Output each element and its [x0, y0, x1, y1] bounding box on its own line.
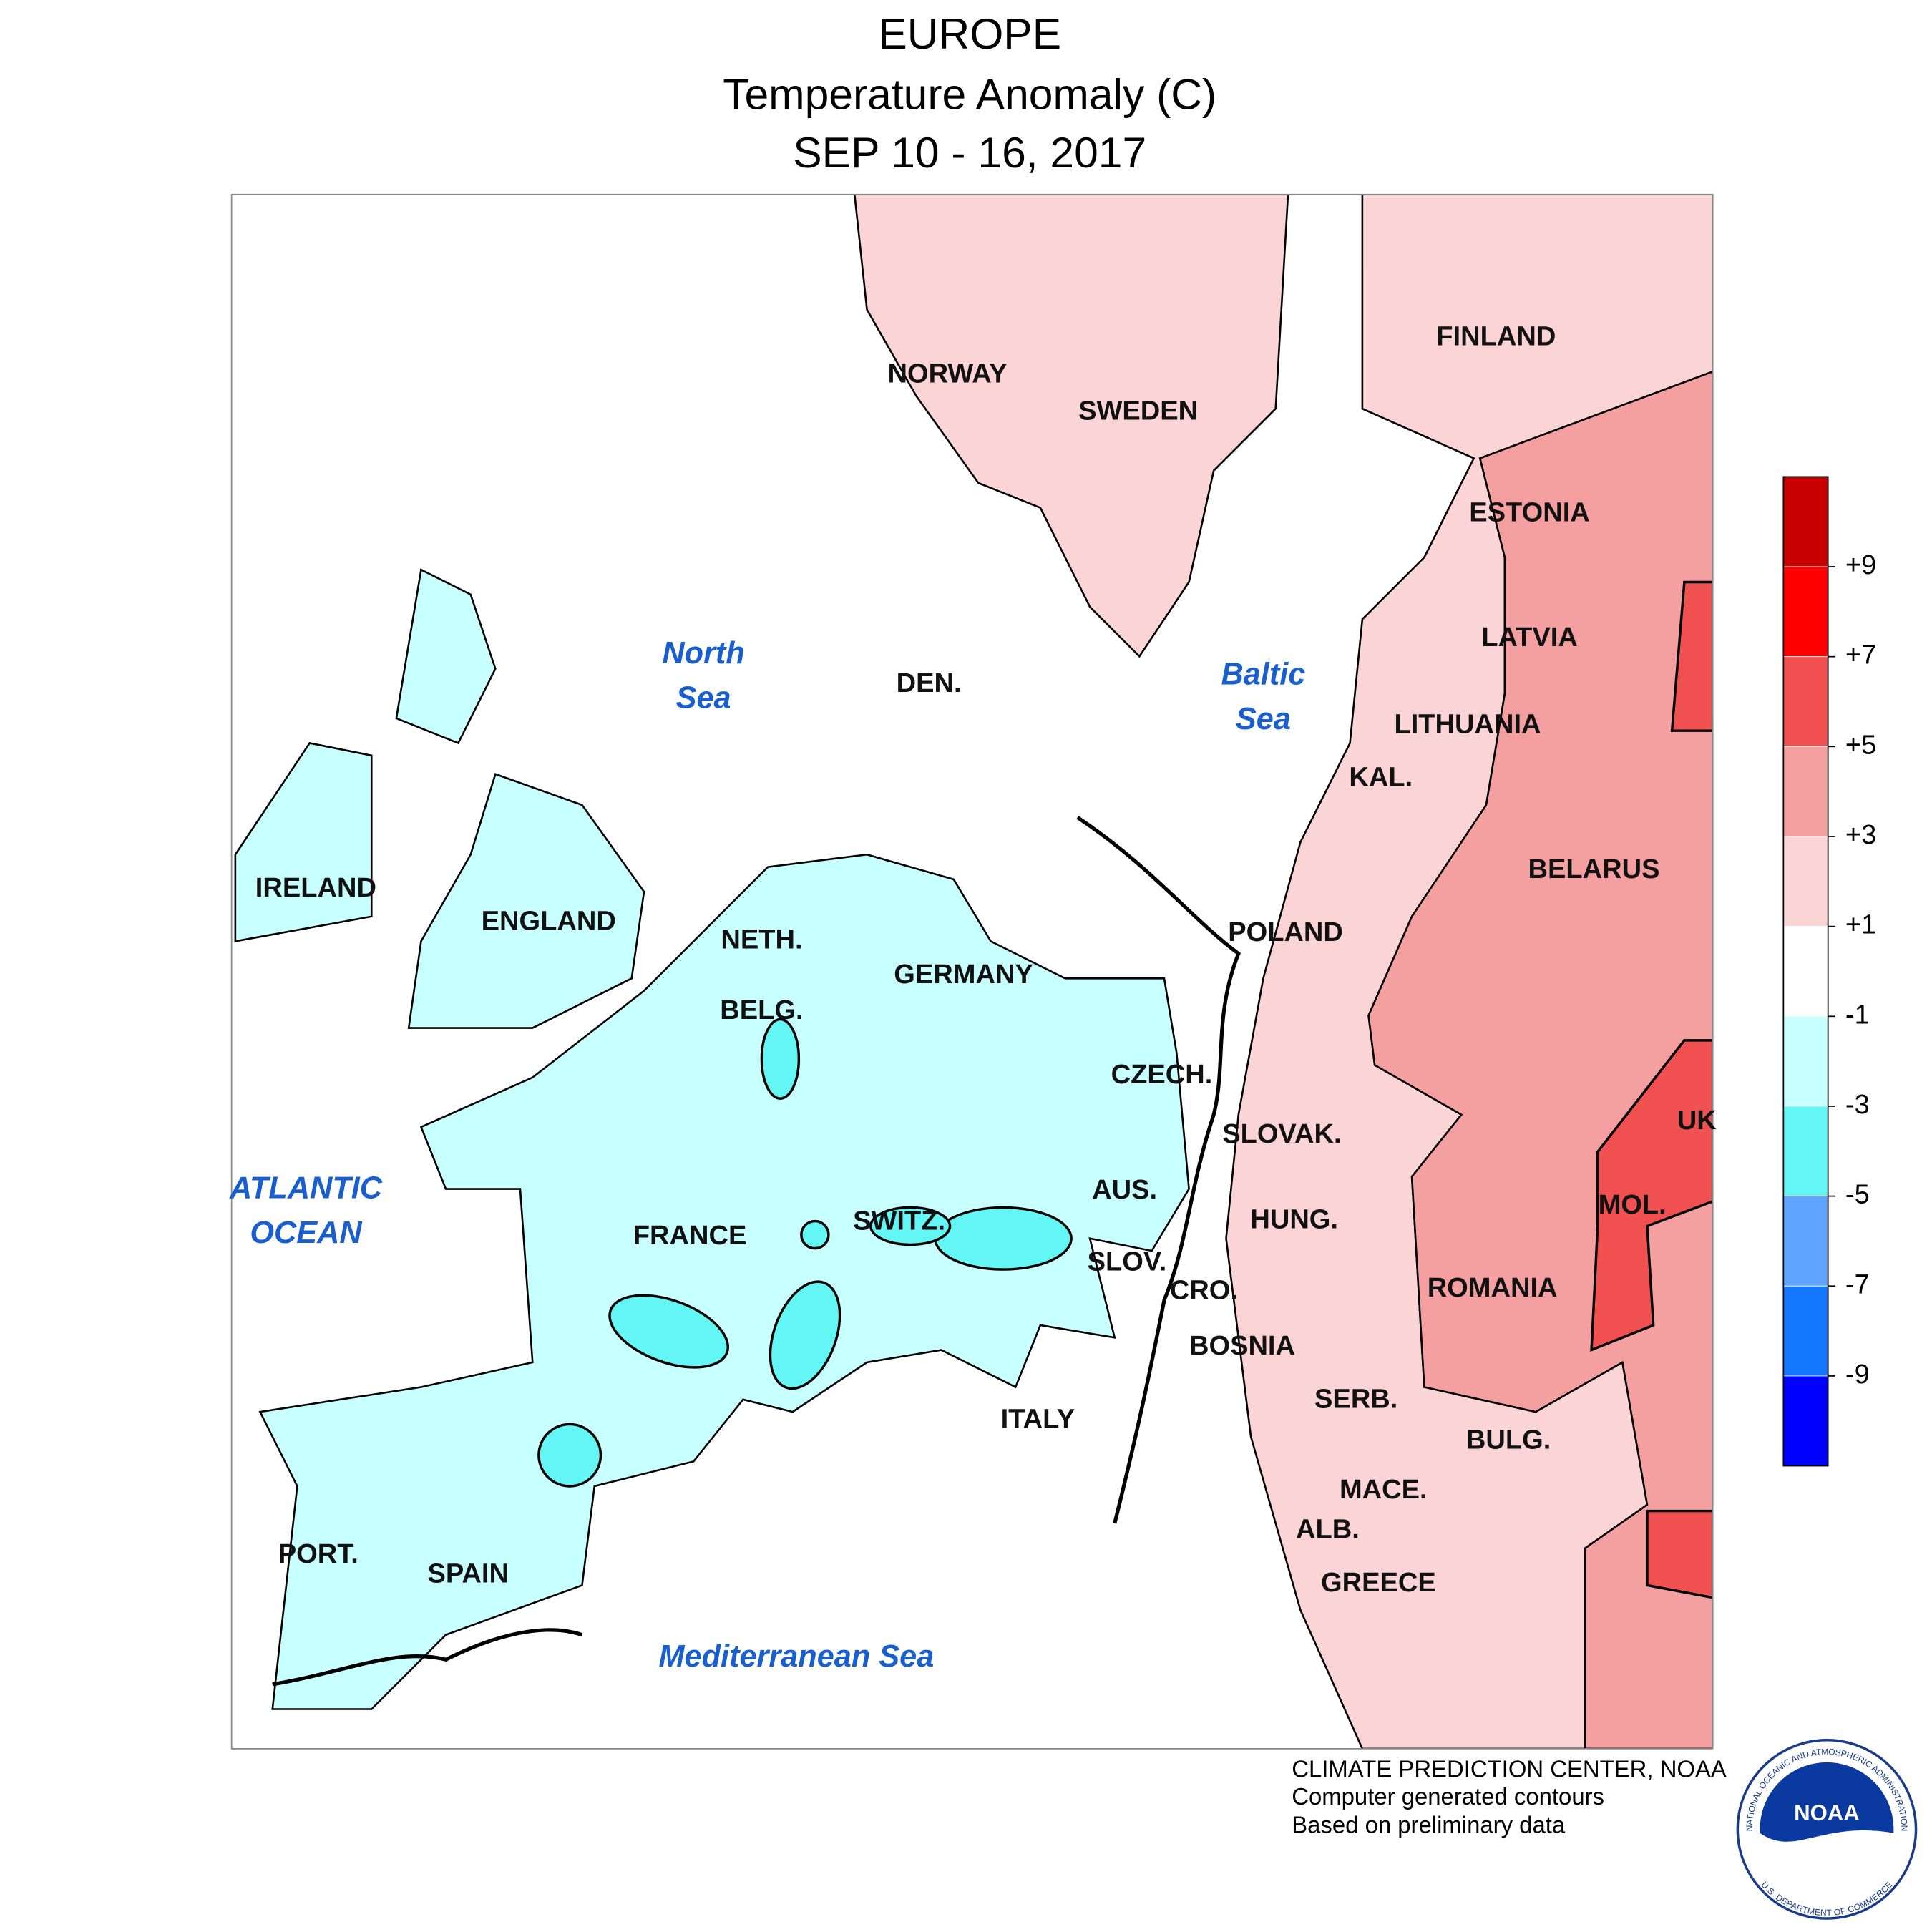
- legend-label: -5: [1845, 1180, 1870, 1210]
- country-label: SWITZ.: [853, 1206, 945, 1236]
- date: SEP 10 - 16, 2017: [793, 128, 1146, 177]
- cold-area: [934, 1206, 1073, 1271]
- legend-label: -1: [1845, 1000, 1870, 1030]
- sea-label: OCEAN: [250, 1216, 362, 1250]
- country-label: CZECH.: [1111, 1060, 1213, 1090]
- map-frame: [230, 193, 1714, 1750]
- legend-swatch: [1782, 926, 1829, 1017]
- cool-area: [258, 853, 1190, 1710]
- country-label: NETH.: [721, 924, 802, 955]
- legend-swatch: [1782, 476, 1829, 567]
- legend-label: -3: [1845, 1090, 1870, 1120]
- country-label: ROMANIA: [1428, 1273, 1558, 1303]
- country-labels: FINLAND NORWAY SWEDEN ESTONIA LATVIA LIT…: [255, 322, 1717, 1598]
- map: [231, 194, 1713, 1749]
- country-label: ESTONIA: [1469, 497, 1590, 527]
- legend-swatch: [1782, 1375, 1829, 1467]
- hot-area: [1670, 580, 1713, 732]
- country-label: SWEDEN: [1078, 396, 1198, 426]
- zero-contour: [1076, 816, 1241, 1524]
- country-label: GERMANY: [894, 960, 1033, 990]
- sea-label: Sea: [676, 680, 731, 715]
- country-label: DEN.: [897, 668, 962, 698]
- legend: +9 +7 +5 +3 +1 -1 -3 -5 -7 -9: [1782, 476, 1876, 1467]
- country-label: SLOV.: [1088, 1246, 1167, 1277]
- logo-bird: [1760, 1830, 1894, 1901]
- sea-label: Mediterranean Sea: [659, 1639, 935, 1674]
- sea-label: Baltic: [1221, 657, 1306, 691]
- legend-label: +3: [1845, 820, 1876, 850]
- country-label: ITALY: [1001, 1404, 1075, 1434]
- country-label: MACE.: [1340, 1475, 1428, 1505]
- legend-label: +1: [1845, 910, 1876, 940]
- country-label: CRO.: [1170, 1275, 1238, 1305]
- country-label: ALB.: [1296, 1514, 1360, 1544]
- country-label: BULG.: [1466, 1425, 1551, 1455]
- noaa-logo: NOAA NATIONAL OCEANIC AND ATMOSPHERIC AD…: [1736, 1739, 1918, 1920]
- legend-swatch: [1782, 1196, 1829, 1287]
- country-label: BELG.: [720, 995, 803, 1025]
- country-label: SLOVAK.: [1222, 1119, 1341, 1149]
- cold-area: [760, 1018, 801, 1100]
- warm-area: [1367, 370, 1713, 1749]
- legend-label: +7: [1845, 640, 1876, 670]
- country-label: MOL.: [1599, 1190, 1667, 1220]
- subtitle: Temperature Anomaly (C): [723, 70, 1216, 119]
- legend-swatch: [1782, 656, 1829, 747]
- country-label: LATVIA: [1481, 623, 1578, 653]
- credit: Based on preliminary data: [1292, 1812, 1566, 1838]
- warm-area: [853, 194, 1289, 658]
- country-label: SPAIN: [427, 1559, 509, 1589]
- country-label: AUS.: [1092, 1175, 1157, 1205]
- legend-label: +9: [1845, 550, 1876, 580]
- hot-area: [1590, 1039, 1713, 1352]
- cold-area: [800, 1219, 830, 1250]
- legend-label: -9: [1845, 1360, 1870, 1390]
- cold-area: [869, 1206, 952, 1246]
- country-label: POLAND: [1228, 917, 1343, 947]
- country-label: HUNG.: [1250, 1205, 1338, 1235]
- country-label: NORWAY: [888, 358, 1008, 389]
- legend-swatch: [1782, 566, 1829, 658]
- country-label: IRELAND: [255, 873, 376, 903]
- legend-label: -7: [1845, 1269, 1870, 1299]
- country-label: BOSNIA: [1189, 1331, 1295, 1361]
- legend-swatch: [1782, 836, 1829, 927]
- country-label: SERB.: [1314, 1385, 1397, 1415]
- country-label: LITHUANIA: [1394, 709, 1541, 739]
- zero-contour: [272, 1628, 583, 1687]
- cold-area: [769, 1280, 841, 1390]
- sea-label: ATLANTIC: [229, 1171, 383, 1206]
- country-label: KAL.: [1349, 763, 1413, 793]
- legend-swatch: [1782, 1106, 1829, 1197]
- country-label: BELARUS: [1528, 854, 1660, 884]
- logo-text: NOAA: [1794, 1800, 1860, 1825]
- credit: CLIMATE PREDICTION CENTER, NOAA: [1292, 1756, 1727, 1782]
- legend-frame: [1782, 476, 1829, 1467]
- sea-label: North: [662, 636, 744, 670]
- cool-area: [234, 742, 373, 942]
- legend-label: +5: [1845, 730, 1876, 760]
- legend-swatch: [1782, 746, 1829, 837]
- country-label: ENGLAND: [482, 907, 616, 937]
- legend-swatch: [1782, 1015, 1829, 1107]
- cold-area: [537, 1423, 602, 1488]
- cool-area: [407, 773, 645, 1029]
- hot-area: [1646, 1509, 1713, 1599]
- sea-labels: North Sea Baltic Sea ATLANTIC OCEAN Medi…: [229, 636, 1305, 1674]
- cold-area: [608, 1294, 730, 1369]
- cool-area: [395, 568, 497, 745]
- legend-swatch: [1782, 1285, 1829, 1377]
- country-label: UK: [1677, 1106, 1717, 1136]
- title: EUROPE: [878, 9, 1061, 58]
- sea-label: Sea: [1236, 702, 1291, 736]
- country-label: FRANCE: [633, 1221, 747, 1251]
- country-label: GREECE: [1321, 1568, 1436, 1598]
- scaled-layer: EUROPE Temperature Anomaly (C) SEP 10 - …: [229, 9, 1918, 1920]
- country-label: PORT.: [278, 1539, 358, 1569]
- credit: Computer generated contours: [1292, 1783, 1604, 1810]
- country-label: FINLAND: [1436, 322, 1556, 352]
